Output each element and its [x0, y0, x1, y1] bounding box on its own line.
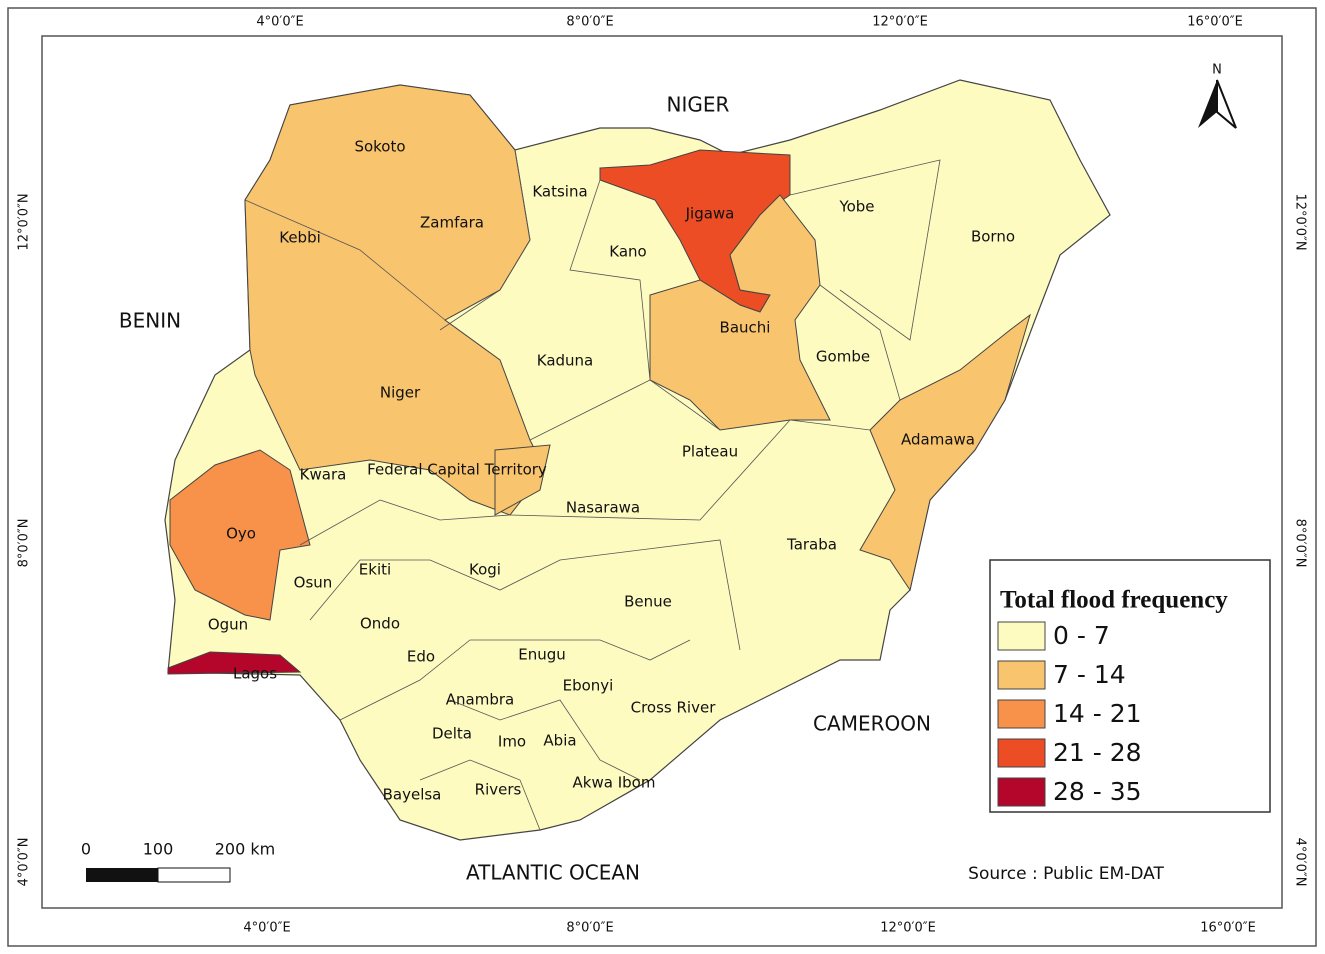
country-label: NIGER [667, 93, 730, 117]
north-arrow-left [1198, 80, 1217, 128]
state-label: Ebonyi [563, 677, 614, 695]
state-label: Anambra [446, 691, 514, 709]
state-label: Sokoto [354, 138, 405, 156]
state-border [299, 499, 511, 546]
graticule-label: 4°0′0″E [243, 921, 290, 936]
state-border [309, 539, 741, 651]
state-border [419, 759, 541, 831]
north-arrow: N [1198, 63, 1237, 129]
state-label: Nasarawa [566, 499, 640, 517]
legend-label: 28 - 35 [1053, 777, 1142, 806]
state-label: Taraba [786, 536, 837, 554]
graticule-label: 4°0′0″E [256, 15, 303, 30]
north-label: N [1212, 63, 1222, 78]
graticule-label: 8°0′0″N [17, 519, 32, 568]
graticule-label: 12°0′0″E [880, 921, 936, 936]
source-note: Source : Public EM-DAT [968, 864, 1164, 884]
state-label: Kogi [469, 561, 501, 579]
state-label: Kaduna [537, 352, 594, 370]
legend-label: 0 - 7 [1053, 621, 1110, 650]
state-label: Osun [294, 574, 333, 592]
scale-bar-black [86, 868, 158, 882]
state-label: Bayelsa [383, 786, 442, 804]
state-border [529, 379, 721, 441]
country-label: CAMEROON [813, 712, 931, 736]
state-shape [167, 651, 302, 675]
graticule-label: 8°0′0″E [566, 15, 613, 30]
state-border [514, 149, 531, 241]
graticule-label: 12°0′0″N [1293, 193, 1308, 250]
state-label: Akwa Ibom [573, 774, 656, 792]
state-label: Kwara [300, 466, 347, 484]
state-border [339, 639, 691, 721]
graticule-label: 4°0′0″N [17, 838, 32, 887]
state-border [819, 284, 901, 401]
state-label: Federal Capital Territory [367, 461, 547, 479]
state-label: Jigawa [685, 205, 735, 223]
legend-swatch [997, 738, 1046, 768]
scale-label: 100 [143, 840, 174, 859]
state-border [569, 179, 651, 381]
country-label: BENIN [119, 309, 181, 333]
state-label: Imo [498, 733, 526, 751]
state-label: Rivers [475, 781, 522, 799]
state-shape [169, 449, 311, 621]
state-label: Delta [432, 725, 472, 743]
state-label: Benue [624, 593, 672, 611]
country-label: ATLANTIC OCEAN [466, 861, 640, 885]
legend-label: 14 - 21 [1053, 699, 1142, 728]
state-label: Oyo [226, 525, 256, 543]
state-label: Yobe [838, 198, 874, 216]
state-label: Katsina [532, 183, 587, 201]
state-shape [494, 444, 551, 516]
legend-title: Total flood frequency [1000, 587, 1228, 614]
state-label: Bauchi [720, 319, 771, 337]
scale-bar: 0 100 200 km [81, 840, 275, 883]
legend-label: 21 - 28 [1053, 738, 1142, 767]
states-layer [164, 79, 1111, 841]
state-label: Kano [609, 243, 646, 261]
state-border [509, 419, 871, 521]
graticule-label: 8°0′0″E [566, 921, 613, 936]
graticule-label: 4°0′0″N [1293, 838, 1308, 887]
state-label: Lagos [233, 665, 277, 683]
graticule-label: 8°0′0″N [1293, 519, 1308, 568]
state-label: Zamfara [420, 214, 484, 232]
legend-swatch [997, 660, 1046, 690]
state-label: Ondo [360, 615, 400, 633]
state-border [449, 699, 641, 781]
scale-label: 200 km [215, 840, 275, 859]
graticule-label: 12°0′0″E [872, 15, 928, 30]
scale-bar-white [157, 867, 231, 883]
state-label: Borno [971, 228, 1015, 246]
state-label: Gombe [816, 348, 870, 366]
graticule-label: 16°0′0″E [1187, 15, 1243, 30]
state-border [789, 159, 941, 341]
state-label: Kebbi [279, 229, 321, 247]
legend-label: 7 - 14 [1053, 660, 1126, 689]
state-label: Adamawa [901, 431, 975, 449]
graticule-label: 16°0′0″E [1200, 921, 1256, 936]
state-label: Ekiti [359, 561, 391, 579]
state-label: Abia [543, 732, 576, 750]
labels-layer: Sokoto Kebbi Zamfara Niger Katsina Kano Jigawa… [17, 15, 1308, 936]
legend-swatch [997, 699, 1046, 729]
north-arrow-right [1216, 79, 1237, 129]
state-label: Plateau [682, 443, 738, 461]
state-border [244, 199, 446, 321]
state-border [439, 289, 501, 331]
graticule-label: 12°0′0″N [17, 193, 32, 250]
state-label: Niger [380, 384, 421, 402]
state-label: Ogun [208, 616, 248, 634]
legend: 0 - 7 7 - 14 14 - 21 21 - 28 28 - 35 [997, 621, 1142, 807]
legend-swatch [997, 777, 1046, 807]
state-label: Cross River [631, 699, 717, 717]
state-label: Enugu [518, 646, 566, 664]
scale-label: 0 [81, 840, 91, 859]
legend-swatch [997, 621, 1046, 651]
state-label: Edo [407, 648, 435, 666]
state-shape [859, 313, 1031, 592]
